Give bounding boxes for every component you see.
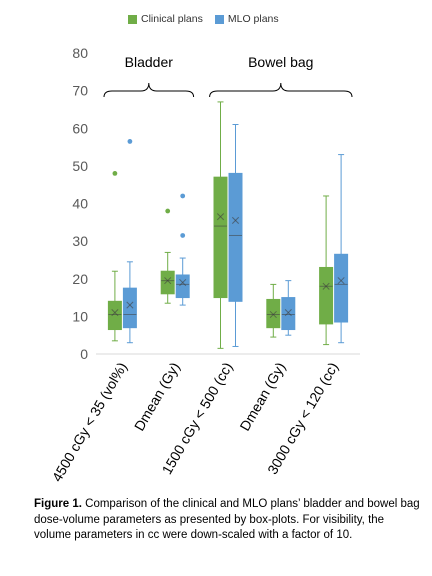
mean-marker xyxy=(164,277,172,285)
group-label: Bladder xyxy=(125,54,174,70)
y-tick-label: 30 xyxy=(72,233,88,249)
caption-bold: Figure 1. xyxy=(34,498,82,510)
box-iqr xyxy=(175,274,190,299)
legend-swatch-clinical xyxy=(128,14,137,24)
figure-caption: Figure 1. Comparison of the clinical and… xyxy=(34,497,424,544)
x-category-label: Dmean (Gy) xyxy=(131,360,183,434)
mean-marker xyxy=(269,310,277,319)
x-category-label: 4500 cGy < 35 (vol%) xyxy=(49,360,130,485)
mean-marker xyxy=(231,216,240,224)
outlier-point xyxy=(127,139,133,144)
legend-swatch-mlo xyxy=(214,14,224,24)
y-tick-label: 0 xyxy=(80,346,88,362)
mean-marker xyxy=(111,309,119,317)
outlier-point xyxy=(112,171,118,176)
box-iqr xyxy=(319,266,334,325)
box-iqr xyxy=(160,270,175,295)
box-iqr xyxy=(281,297,296,331)
y-tick-label: 60 xyxy=(72,120,88,136)
outlier-point xyxy=(180,193,186,199)
caption-text: Comparison of the clinical and MLO plans… xyxy=(34,498,420,541)
group-bracket xyxy=(209,82,353,98)
mean-marker xyxy=(179,278,187,287)
y-tick-label: 20 xyxy=(72,271,88,287)
y-tick-label: 70 xyxy=(72,83,88,99)
legend-label-mlo: MLO plans xyxy=(227,13,279,25)
box-iqr xyxy=(122,287,137,329)
mean-marker xyxy=(126,301,134,309)
group-bracket xyxy=(103,82,195,98)
mean-marker xyxy=(284,309,292,317)
box-iqr xyxy=(107,300,122,331)
legend-label-clinical: Clinical plans xyxy=(141,13,203,25)
group-label: Bowel bag xyxy=(248,54,313,70)
y-tick-label: 50 xyxy=(72,158,88,174)
legend-item-mlo: MLO plans xyxy=(214,13,279,25)
box-iqr xyxy=(213,176,228,299)
box-iqr xyxy=(228,172,243,302)
chart-legend: Clinical plans MLO plans xyxy=(128,13,279,25)
y-tick-label: 40 xyxy=(72,196,88,212)
box-iqr xyxy=(266,298,281,329)
y-tick-label: 10 xyxy=(72,308,88,324)
mean-marker xyxy=(322,282,330,290)
legend-item-clinical: Clinical plans xyxy=(128,13,203,25)
outlier-point xyxy=(165,208,171,214)
box-iqr xyxy=(334,253,349,323)
y-tick-label: 80 xyxy=(72,45,88,61)
mean-marker xyxy=(337,277,345,285)
outlier-point xyxy=(180,233,186,238)
x-category-label: Dmean (Gy) xyxy=(236,360,288,434)
mean-marker xyxy=(216,213,225,221)
